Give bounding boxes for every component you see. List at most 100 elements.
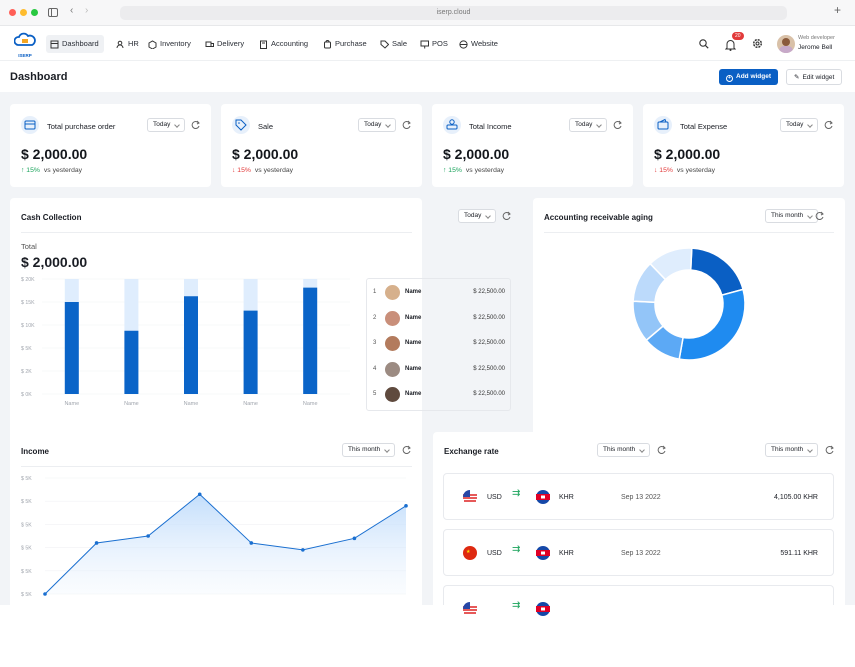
divider — [21, 232, 412, 233]
maximize-window-button[interactable] — [31, 9, 38, 16]
nav-item-purchase[interactable]: Purchase — [319, 35, 372, 53]
income-period-select[interactable]: This month — [342, 443, 396, 457]
app-logo[interactable]: ISERP — [13, 32, 36, 58]
arrow-up-icon: ↑ — [443, 167, 449, 174]
nav-item-dashboard[interactable]: Dashboard — [46, 35, 104, 53]
y-tick-label: $ 15K — [21, 300, 35, 306]
kpi-period-select[interactable]: Today — [147, 118, 186, 132]
list-item[interactable]: 3 Name $ 22,500.00 — [367, 331, 511, 357]
income-title: Income — [21, 447, 50, 456]
y-tick-label: $ 20K — [21, 277, 35, 283]
back-icon[interactable]: ‹ — [70, 5, 74, 16]
kpi-icon-badge — [443, 116, 461, 134]
exchange-period-select-a[interactable]: This month — [597, 443, 651, 457]
list-item[interactable]: 1 Name $ 22,500.00 — [367, 280, 511, 306]
refresh-icon[interactable] — [402, 120, 411, 129]
minimize-window-button[interactable] — [20, 9, 27, 16]
nav-label: POS — [432, 39, 448, 48]
cash-period-select[interactable]: Today — [458, 209, 497, 223]
refresh-icon[interactable] — [657, 445, 666, 454]
new-tab-icon[interactable]: + — [834, 3, 842, 17]
aging-period-select[interactable]: This month — [765, 209, 819, 223]
exchange-row[interactable]: ★ ⇉ USD KHR Sep 13 2022 591.11 KHR — [443, 529, 834, 576]
name: Name — [405, 340, 422, 346]
nav-item-delivery[interactable]: Delivery — [201, 35, 249, 53]
close-window-button[interactable] — [9, 9, 16, 16]
list-item[interactable]: 5 Name $ 22,500.00 — [367, 382, 511, 408]
data-point — [404, 504, 408, 508]
nav-label: Purchase — [335, 39, 367, 48]
nav-item-accounting[interactable]: Accounting — [255, 35, 313, 53]
logo-text: ISERP — [18, 53, 32, 58]
address-bar[interactable]: iserp.cloud — [120, 6, 787, 20]
add-widget-label: Add widget — [736, 73, 772, 80]
refresh-icon[interactable] — [402, 445, 411, 454]
cn-flag-icon: ★ — [463, 546, 477, 560]
exchange-period-select-b[interactable]: This month — [765, 443, 819, 457]
name: Name — [405, 289, 422, 295]
amount: $ 22,500.00 — [473, 289, 505, 295]
exchange-row[interactable]: ⇉ — [443, 585, 834, 616]
list-item[interactable]: 2 Name $ 22,500.00 — [367, 306, 511, 332]
edit-widget-button[interactable]: ✎ Edit widget — [786, 69, 843, 85]
nav-item-inventory[interactable]: Inventory — [144, 35, 196, 53]
us-flag-icon — [463, 490, 477, 504]
refresh-icon[interactable] — [815, 211, 824, 220]
kpi-value: $ 2,000.00 — [232, 146, 299, 162]
top-navigation: ISERP Dashboard HR Inventory Delivery Accoun… — [0, 27, 855, 61]
divider — [21, 466, 412, 467]
kpi-period-select[interactable]: Today — [358, 118, 397, 132]
kpi-change-percent: 15% — [659, 167, 673, 174]
kpi-change-percent: 15% — [26, 167, 40, 174]
search-icon[interactable] — [699, 39, 709, 49]
aging-title: Accounting receivable aging — [544, 213, 653, 222]
rate-value: 4,105.00 KHR — [774, 494, 818, 501]
exchange-row[interactable]: ⇉ USD KHR Sep 13 2022 4,105.00 KHR — [443, 473, 834, 520]
y-tick-label: $ 10K — [21, 323, 35, 329]
user-role: Web developer — [798, 35, 835, 41]
cash-collection-title: Cash Collection — [21, 213, 82, 222]
nav-item-pos[interactable]: POS — [416, 35, 453, 53]
refresh-icon[interactable] — [824, 120, 833, 129]
total-value: $ 2,000.00 — [21, 254, 88, 270]
forward-icon[interactable]: › — [85, 5, 89, 16]
refresh-icon[interactable] — [825, 445, 834, 454]
add-circle-icon: + — [726, 75, 733, 82]
add-widget-button[interactable]: + Add widget — [719, 69, 779, 85]
kpi-icon-badge — [654, 116, 672, 134]
kh-flag-icon — [536, 602, 550, 616]
kpi-period-select[interactable]: Today — [780, 118, 819, 132]
list-item[interactable]: 4 Name $ 22,500.00 — [367, 357, 511, 383]
refresh-icon[interactable] — [191, 120, 200, 129]
data-point — [146, 534, 150, 538]
wallet-icon — [657, 118, 669, 130]
kpi-label: Total Income — [469, 122, 512, 131]
y-tick-label: $ 2K — [21, 369, 32, 375]
cloud-logo-icon — [13, 32, 36, 46]
settings-gear-icon[interactable] — [752, 38, 763, 49]
refresh-icon[interactable] — [502, 211, 511, 220]
data-point — [249, 541, 254, 545]
kpi-label: Total purchase order — [47, 122, 116, 131]
kpi-change-percent: 15% — [448, 167, 462, 174]
nav-label: HR — [128, 39, 139, 48]
box-icon — [148, 39, 157, 50]
kpi-compare-label: vs yesterday — [254, 167, 294, 174]
nav-item-sale[interactable]: Sale — [376, 35, 412, 53]
nav-label: Sale — [392, 39, 408, 48]
top-collectors-list: 1 Name $ 22,500.00 2 Name $ 22,500.00 3 Name $ 2… — [366, 278, 511, 411]
kpi-icon-badge — [21, 116, 39, 134]
svg-text:★: ★ — [466, 549, 471, 555]
dashboard-content: Dashboard + Add widget ✎ Edit widget Total… — [0, 62, 855, 667]
sidebar-toggle-icon[interactable] — [48, 8, 58, 17]
refresh-icon[interactable] — [613, 120, 622, 129]
bar — [184, 296, 198, 394]
edit-widget-label: Edit widget — [802, 74, 835, 81]
user-profile[interactable]: Web developer Jerome Bell — [777, 34, 847, 54]
users-icon — [116, 40, 124, 48]
notification-button[interactable]: 20 — [724, 32, 744, 56]
nav-item-website[interactable]: Website — [455, 35, 503, 53]
nav-label: Website — [471, 39, 498, 48]
kpi-period-select[interactable]: Today — [569, 118, 608, 132]
nav-item-hr[interactable]: HR — [112, 35, 144, 53]
